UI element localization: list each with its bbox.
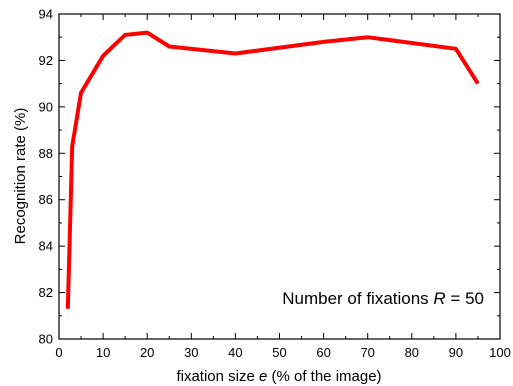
x-axis-label-prefix: fixation size — [176, 368, 259, 385]
x-tick-label: 80 — [405, 345, 419, 360]
chart-annotation: Number of fixations R = 50 — [282, 289, 484, 308]
x-tick-label: 30 — [184, 345, 198, 360]
x-tick-label: 40 — [228, 345, 242, 360]
x-tick-label: 70 — [360, 345, 374, 360]
x-tick-label: 10 — [96, 345, 110, 360]
y-tick-label: 88 — [39, 146, 53, 161]
ticks-layer: 0 10 20 30 40 50 60 70 80 90 100 80 82 84 86 88 90 92 94 — [39, 7, 511, 361]
annotation-variable: R — [433, 289, 445, 308]
annotation-suffix: = 50 — [446, 289, 484, 308]
x-axis-label: fixation size e (% of the image) — [176, 368, 381, 385]
x-tick-label: 60 — [316, 345, 330, 360]
x-tick-label: 50 — [272, 345, 286, 360]
x-axis-label-variable: e — [259, 368, 267, 385]
series-layer — [65, 30, 480, 309]
y-tick-label: 90 — [39, 99, 53, 114]
y-tick-label: 80 — [39, 332, 53, 347]
x-tick-label: 20 — [140, 345, 154, 360]
y-tick-label: 86 — [39, 192, 53, 207]
x-tick-label: 100 — [489, 345, 511, 360]
y-axis-label: Recognition rate (%) — [12, 108, 29, 245]
annotation-prefix: Number of fixations — [282, 289, 433, 308]
x-axis-label-suffix: (% of the image) — [267, 368, 381, 385]
y-tick-label: 84 — [39, 239, 53, 254]
y-tick-label: 92 — [39, 53, 53, 68]
x-tick-label: 0 — [55, 345, 62, 360]
x-tick-label: 90 — [449, 345, 463, 360]
y-tick-label: 94 — [39, 7, 53, 22]
y-tick-label: 82 — [39, 285, 53, 300]
series-line — [65, 30, 480, 309]
